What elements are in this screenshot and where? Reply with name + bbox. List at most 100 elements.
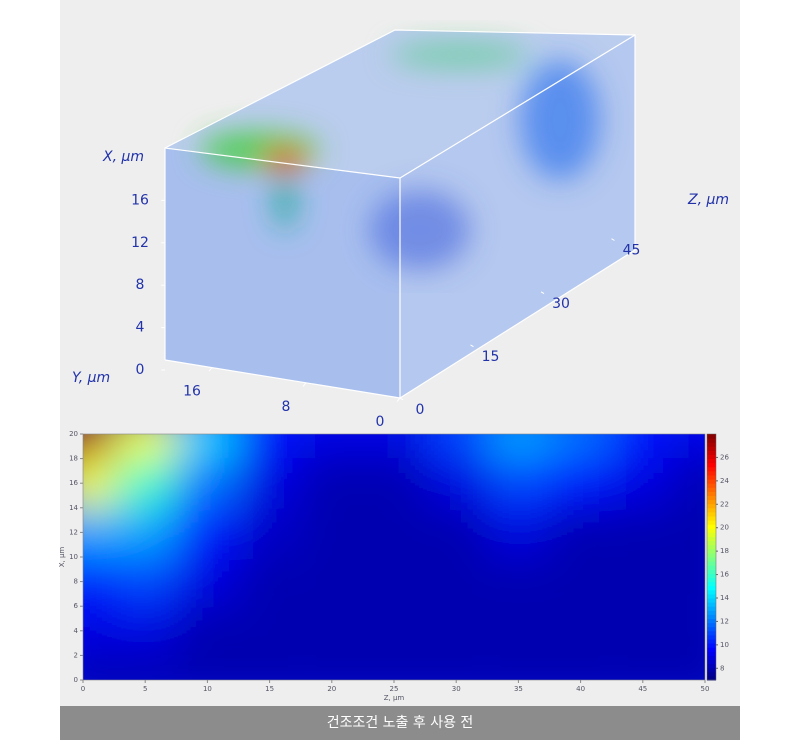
- contour-cell: [176, 557, 239, 607]
- colorbar-stripe: [707, 671, 716, 677]
- contour-cell: [549, 557, 612, 607]
- colorbar-stripe: [707, 483, 716, 488]
- y-tick-label: 0: [376, 414, 385, 430]
- y-tick-label: 18: [69, 455, 78, 463]
- contour-cell: [549, 458, 612, 508]
- contour-cell: [176, 507, 239, 557]
- y-tick-label: 10: [69, 553, 78, 561]
- colorbar-stripe: [707, 589, 716, 595]
- colorbar-stripe: [707, 520, 716, 525]
- contour-cell: [300, 655, 363, 680]
- contour-cell: [425, 655, 488, 680]
- colorbar-label: 12: [720, 617, 729, 625]
- colorbar-stripe: [707, 454, 716, 460]
- volume-box: [164, 29, 636, 399]
- colorbar-stripe: [707, 557, 716, 562]
- colorbar-stripe: [707, 675, 716, 681]
- y-tick-label: 8: [74, 578, 78, 586]
- contour-cell: [611, 434, 674, 459]
- caption: 건조조건 노출 후 사용 전: [327, 715, 474, 731]
- contour-cell: [238, 655, 301, 680]
- colorbar-stripe: [707, 511, 716, 517]
- x-axis-label: X, μm: [102, 149, 144, 165]
- colorbar-stripe: [707, 667, 716, 673]
- colorbar-stripe: [707, 516, 716, 521]
- contour-cell: [362, 557, 426, 607]
- y-tick-label: 20: [69, 430, 78, 438]
- z-tick-label: 45: [623, 243, 641, 259]
- contour-cell: [176, 606, 239, 656]
- colorbar-frame: [706, 433, 717, 681]
- colorbar-stripe: [707, 434, 716, 439]
- contour-cell: [114, 507, 177, 557]
- x-tick-label: 50: [701, 685, 710, 693]
- colorbar-stripe: [707, 565, 716, 570]
- contour-cell: [362, 458, 426, 508]
- tick-mark: [396, 397, 401, 402]
- colorbar-stripe: [707, 475, 716, 480]
- colorbar-stripe: [707, 573, 716, 578]
- y-tick-label: 0: [74, 676, 78, 684]
- colorbar-stripe: [707, 602, 716, 607]
- colorbar-stripe: [707, 544, 716, 550]
- contour-field: [83, 434, 705, 680]
- colorbar-stripe: [707, 528, 716, 533]
- colorbar-stripe: [707, 532, 716, 537]
- colorbar-label: 10: [720, 641, 729, 649]
- contour-cell: [549, 606, 612, 656]
- colorbar-stripe: [707, 495, 716, 501]
- contour-cell: [611, 606, 674, 656]
- contour-cell: [487, 655, 550, 680]
- colorbar-stripe: [707, 618, 716, 624]
- contour-cell: [83, 606, 115, 656]
- contour-cell: [300, 507, 363, 557]
- colorbar-stripe: [707, 442, 716, 447]
- colorbar-stripe: [707, 577, 716, 583]
- x-tick-label: 30: [452, 685, 461, 693]
- colorbar-stripe: [707, 606, 716, 611]
- x-tick-label: 0: [81, 685, 85, 693]
- x-tick-label: 10: [203, 685, 212, 693]
- colorbar-label: 14: [720, 594, 729, 602]
- colorbar-label: 26: [720, 453, 729, 461]
- colorbar-stripe: [707, 446, 716, 451]
- contour-cell: [611, 507, 674, 557]
- contour-cell: [300, 434, 363, 459]
- contour-cell: [673, 655, 705, 680]
- colorbar-label: 16: [720, 571, 729, 579]
- colorbar-stripe: [707, 585, 716, 591]
- caption-bar: [60, 706, 740, 740]
- colorbar-label: 24: [720, 477, 729, 485]
- contour-cell: [487, 434, 550, 459]
- contour-cell: [673, 606, 705, 656]
- colorbar-stripe: [707, 622, 716, 628]
- x-tick-label: 16: [131, 192, 149, 208]
- colorbar-stripe: [707, 462, 716, 468]
- y-tick-label: 2: [74, 651, 78, 659]
- contour-cell: [549, 434, 612, 459]
- colorbar-stripe: [707, 503, 716, 509]
- colorbar-stripe: [707, 491, 716, 496]
- tick-mark: [540, 291, 545, 295]
- colorbar-stripe: [707, 659, 716, 665]
- contour-cell: [238, 557, 301, 607]
- tick-mark: [399, 397, 404, 401]
- contour-cell: [83, 655, 115, 680]
- contour-cell: [83, 507, 115, 557]
- colorbar-stripe: [707, 540, 716, 546]
- x-tick-label: 20: [327, 685, 336, 693]
- contour-cell: [83, 434, 115, 459]
- colorbar-label: 8: [720, 664, 724, 672]
- x-tick-label: 12: [131, 235, 149, 251]
- x-tick-label: 25: [390, 685, 399, 693]
- x-tick-label: 15: [265, 685, 274, 693]
- contour-cell: [300, 606, 363, 656]
- contour-cell: [238, 507, 301, 557]
- colorbar-stripe: [707, 593, 716, 599]
- colorbar-label: 22: [720, 500, 729, 508]
- y-tick-label: 6: [74, 602, 79, 610]
- colorbar-label: 18: [720, 547, 729, 555]
- colorbar-stripe: [707, 487, 716, 492]
- colorbar-stripe: [707, 561, 716, 566]
- colorbar-stripe: [707, 581, 716, 587]
